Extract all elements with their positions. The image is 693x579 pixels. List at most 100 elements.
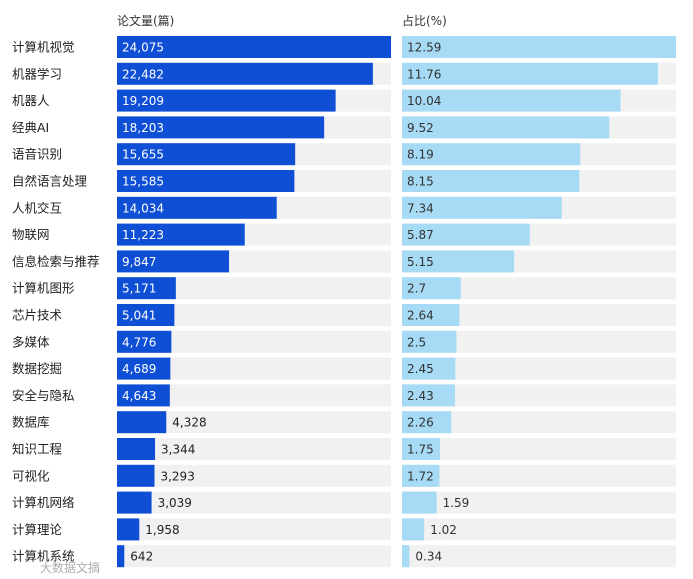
- watermark-text: 大数据文摘: [40, 560, 100, 575]
- count-value-label: 15,585: [122, 175, 164, 189]
- count-value-label: 3,344: [161, 443, 195, 457]
- count-value-label: 1,958: [145, 523, 179, 537]
- count-bar: [117, 36, 391, 58]
- count-bar: [117, 411, 167, 434]
- share-bar: [402, 304, 460, 326]
- share-bar-track: [402, 357, 676, 380]
- share-bar: [402, 143, 581, 166]
- count-bar: [117, 545, 125, 568]
- count-bar-track: [117, 357, 391, 380]
- share-bar: [402, 357, 456, 380]
- category-label: 安全与隐私: [12, 388, 75, 403]
- count-bar: [117, 116, 325, 139]
- count-bar-track: [117, 464, 391, 487]
- count-value-label: 4,643: [122, 389, 156, 403]
- count-value-label: 5,171: [122, 282, 156, 296]
- share-bar-track: [402, 411, 676, 434]
- category-label: 多媒体: [12, 334, 50, 349]
- count-value-label: 15,655: [122, 148, 164, 162]
- share-bar-track: [402, 384, 676, 407]
- count-value-label: 4,776: [122, 335, 156, 349]
- category-label: 计算机网络: [12, 495, 75, 510]
- count-bar: [117, 277, 176, 300]
- share-bar: [402, 36, 676, 58]
- count-bar-track: [117, 384, 391, 407]
- count-value-label: 22,482: [122, 67, 164, 81]
- share-column-header: 占比(%): [402, 13, 447, 28]
- share-bar: [402, 411, 452, 434]
- count-bar: [117, 170, 295, 192]
- count-bar: [117, 89, 336, 112]
- share-value-label: 8.19: [407, 148, 434, 162]
- count-value-label: 3,039: [158, 496, 192, 510]
- category-label: 人机交互: [12, 200, 62, 215]
- count-bar-track: [117, 545, 391, 568]
- share-bar: [402, 330, 457, 353]
- share-bar: [402, 464, 440, 487]
- count-bar: [117, 330, 172, 353]
- share-value-label: 2.26: [407, 416, 434, 430]
- count-bar-track: [117, 518, 391, 541]
- share-value-label: 1.75: [407, 443, 434, 457]
- share-bar: [402, 62, 658, 85]
- count-value-label: 4,328: [172, 416, 206, 430]
- count-value-label: 14,034: [122, 201, 164, 215]
- category-label: 经典AI: [12, 120, 49, 135]
- count-bar-track: [117, 330, 391, 353]
- share-bar-track: [402, 330, 676, 353]
- share-bar: [402, 277, 461, 300]
- share-bar-track: [402, 438, 676, 460]
- share-value-label: 10.04: [407, 94, 441, 108]
- share-value-label: 0.34: [415, 550, 442, 564]
- category-label: 芯片技术: [12, 308, 63, 323]
- category-label: 语音识别: [12, 147, 62, 162]
- share-value-label: 8.15: [407, 175, 434, 189]
- category-label: 数据挖掘: [12, 361, 62, 376]
- count-bar: [117, 491, 152, 514]
- share-value-label: 2.64: [407, 309, 434, 323]
- share-bar: [402, 223, 530, 246]
- count-bar: [117, 250, 230, 273]
- category-label: 计算理论: [12, 522, 63, 537]
- share-bar: [402, 438, 441, 460]
- share-bar: [402, 518, 425, 541]
- category-label: 信息检索与推荐: [12, 254, 100, 269]
- category-label: 数据库: [12, 415, 50, 430]
- share-bar-track: [402, 545, 676, 568]
- count-bar: [117, 518, 140, 541]
- share-value-label: 2.43: [407, 389, 434, 403]
- count-bar: [117, 464, 155, 487]
- share-bar: [402, 250, 515, 273]
- share-bar-track: [402, 518, 676, 541]
- category-label: 计算机视觉: [12, 40, 75, 55]
- count-bar: [117, 143, 296, 166]
- count-bar: [117, 438, 156, 460]
- count-column-header: 论文量(篇): [117, 13, 174, 28]
- share-value-label: 12.59: [407, 41, 441, 55]
- share-bar-track: [402, 464, 676, 487]
- share-value-label: 2.5: [407, 335, 426, 349]
- count-value-label: 18,203: [122, 121, 164, 135]
- count-value-label: 5,041: [122, 309, 156, 323]
- count-bar: [117, 304, 175, 326]
- category-label: 机器学习: [12, 66, 62, 81]
- category-label: 机器人: [12, 93, 50, 108]
- count-value-label: 24,075: [122, 41, 164, 55]
- count-bar: [117, 357, 171, 380]
- category-label: 计算机图形: [12, 281, 75, 296]
- count-bar-track: [117, 411, 391, 434]
- share-value-label: 5.87: [407, 228, 434, 242]
- category-label: 计算机系统: [12, 549, 75, 564]
- count-bar: [117, 223, 245, 246]
- share-value-label: 9.52: [407, 121, 434, 135]
- share-value-label: 1.72: [407, 469, 434, 483]
- share-value-label: 2.45: [407, 362, 434, 376]
- share-value-label: 2.7: [407, 282, 426, 296]
- share-bar: [402, 116, 610, 139]
- share-value-label: 1.02: [430, 523, 457, 537]
- share-value-label: 5.15: [407, 255, 434, 269]
- share-bar-track: [402, 491, 676, 514]
- share-bar: [402, 170, 580, 192]
- share-value-label: 7.34: [407, 201, 434, 215]
